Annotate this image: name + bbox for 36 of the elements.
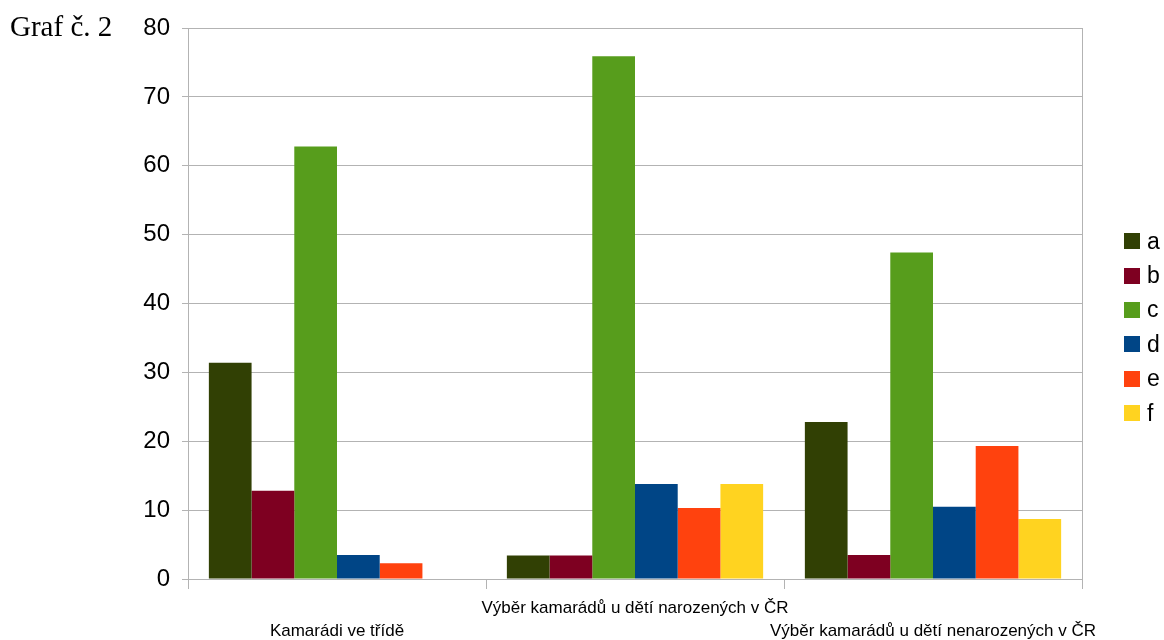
y-tick-label: 0 [156,563,170,591]
bar [208,362,252,579]
bar [933,506,976,579]
chart-title: Graf č. 2 [10,10,113,43]
bar [251,490,295,579]
legend-label: d [1147,330,1160,358]
bar [804,421,848,579]
bar [720,483,764,579]
bar [592,56,635,579]
bar [847,554,891,579]
bar [337,554,380,579]
y-tick-label: 10 [143,494,170,522]
bar [379,563,423,579]
y-tick-label: 70 [143,81,170,109]
bar [677,508,721,579]
bar [549,555,593,579]
bar [506,555,550,579]
bar [294,146,337,579]
y-tick-label: 30 [143,357,170,384]
legend-label: e [1147,365,1160,393]
legend-label: c [1147,296,1159,324]
y-tick-label: 20 [143,425,170,453]
y-tick-label: 60 [143,150,170,178]
legend-label: b [1147,262,1160,290]
legend-label: a [1147,227,1160,255]
x-tick-label: Kamarádi ve třídě [269,621,405,640]
bar [635,483,678,579]
x-tick-label: Výběr kamarádů u dětí nenarozených v ČR [769,621,1097,640]
bar [975,446,1019,579]
y-tick-label: 50 [143,219,170,247]
bar [890,252,933,579]
y-tick-label: 80 [143,12,170,40]
x-tick-label: Výběr kamarádů u dětí narozených v ČR [481,598,789,618]
y-tick-label: 40 [143,288,170,316]
legend-label: f [1147,399,1154,427]
bar [1018,519,1062,579]
